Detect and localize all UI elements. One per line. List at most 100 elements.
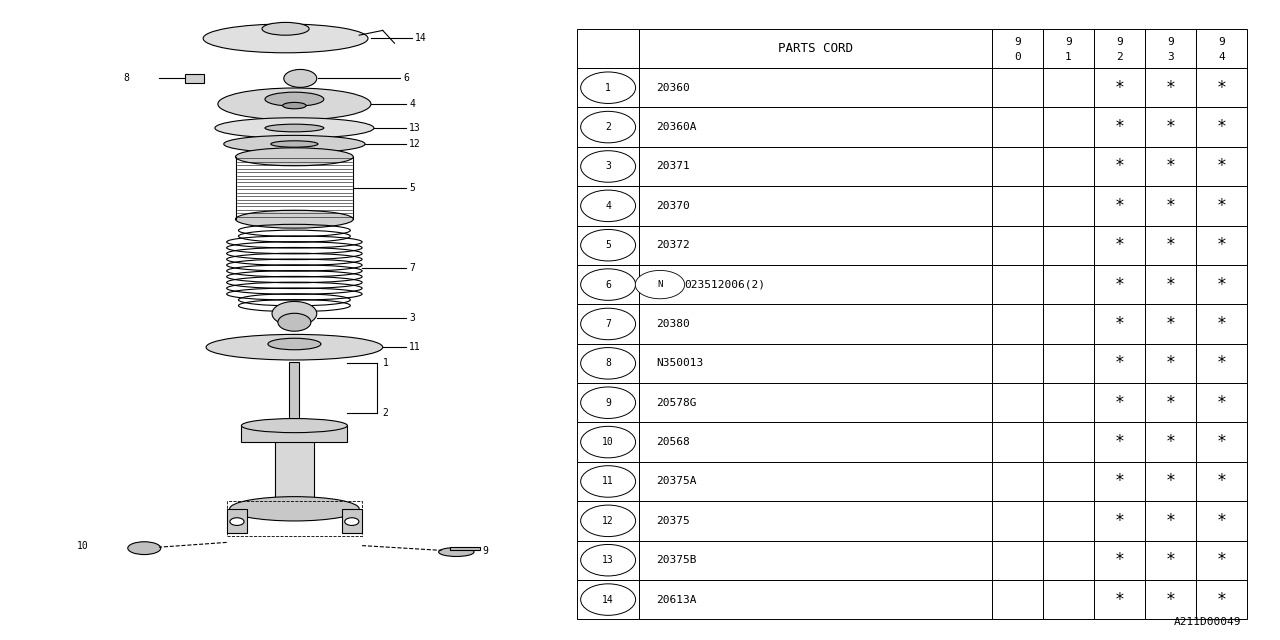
Bar — [1094, 304, 1146, 344]
Bar — [639, 580, 992, 620]
Text: *: * — [1217, 472, 1228, 490]
Circle shape — [581, 505, 636, 536]
Text: *: * — [1217, 355, 1228, 372]
Circle shape — [581, 72, 636, 104]
Text: *: * — [1115, 512, 1125, 530]
Bar — [1094, 68, 1146, 108]
Text: N350013: N350013 — [657, 358, 704, 369]
Text: 9: 9 — [1219, 36, 1225, 47]
Ellipse shape — [218, 88, 371, 120]
Text: *: * — [1115, 472, 1125, 490]
Bar — [577, 225, 639, 265]
Circle shape — [581, 387, 636, 419]
Bar — [577, 29, 639, 68]
Bar — [992, 147, 1043, 186]
Bar — [1043, 383, 1094, 422]
Text: *: * — [1166, 236, 1176, 254]
Text: 2: 2 — [383, 408, 389, 418]
Bar — [1146, 147, 1197, 186]
Bar — [639, 304, 992, 344]
Bar — [577, 147, 639, 186]
Text: *: * — [1166, 197, 1176, 215]
Bar — [1146, 225, 1197, 265]
Bar — [1146, 265, 1197, 304]
Text: 20372: 20372 — [657, 240, 690, 250]
Ellipse shape — [265, 92, 324, 106]
Circle shape — [581, 308, 636, 340]
Text: 20375A: 20375A — [657, 476, 698, 486]
Text: 20371: 20371 — [657, 161, 690, 172]
Ellipse shape — [236, 210, 353, 228]
Text: *: * — [1166, 551, 1176, 569]
Text: *: * — [1217, 79, 1228, 97]
Bar — [639, 147, 992, 186]
Bar — [1197, 344, 1248, 383]
Text: 11: 11 — [603, 476, 614, 486]
Bar — [1197, 186, 1248, 225]
Bar — [1146, 108, 1197, 147]
Bar — [1043, 186, 1094, 225]
Text: 1: 1 — [1065, 52, 1071, 62]
Bar — [1043, 108, 1094, 147]
Bar — [639, 108, 992, 147]
Text: *: * — [1115, 591, 1125, 609]
Bar — [1146, 462, 1197, 501]
Bar — [289, 362, 300, 421]
Text: *: * — [1217, 551, 1228, 569]
Bar — [639, 501, 992, 541]
Text: 14: 14 — [603, 595, 614, 605]
Text: *: * — [1115, 157, 1125, 175]
Text: *: * — [1115, 394, 1125, 412]
Bar — [1094, 265, 1146, 304]
Text: *: * — [1115, 197, 1125, 215]
Bar — [992, 422, 1043, 462]
Bar — [577, 108, 639, 147]
Text: *: * — [1166, 157, 1176, 175]
Bar — [992, 462, 1043, 501]
Bar — [577, 265, 639, 304]
Bar — [1146, 422, 1197, 462]
Text: 023512006(2): 023512006(2) — [685, 280, 765, 289]
Bar — [992, 108, 1043, 147]
Bar — [992, 541, 1043, 580]
Text: 13: 13 — [603, 556, 614, 565]
Text: *: * — [1166, 394, 1176, 412]
Ellipse shape — [284, 69, 316, 87]
Text: 9: 9 — [1167, 36, 1174, 47]
Text: 20375: 20375 — [657, 516, 690, 526]
Ellipse shape — [215, 118, 374, 138]
Text: 9: 9 — [483, 547, 489, 556]
Text: *: * — [1217, 433, 1228, 451]
Text: 20380: 20380 — [657, 319, 690, 329]
Text: 1: 1 — [383, 358, 389, 368]
Text: 20578G: 20578G — [657, 397, 698, 408]
Text: 9: 9 — [1116, 36, 1123, 47]
Bar — [639, 68, 992, 108]
Ellipse shape — [128, 541, 161, 554]
Bar — [1146, 541, 1197, 580]
Bar — [639, 344, 992, 383]
Bar — [451, 547, 480, 550]
Bar — [1043, 580, 1094, 620]
Bar — [639, 225, 992, 265]
Bar — [1146, 501, 1197, 541]
Text: 9: 9 — [1014, 36, 1020, 47]
Text: *: * — [1166, 472, 1176, 490]
Text: 3: 3 — [1167, 52, 1174, 62]
Ellipse shape — [229, 497, 360, 521]
Text: 9: 9 — [605, 397, 611, 408]
Text: 3: 3 — [410, 314, 415, 323]
Circle shape — [581, 426, 636, 458]
Bar — [992, 501, 1043, 541]
Bar — [577, 580, 639, 620]
Text: *: * — [1115, 118, 1125, 136]
Bar — [1197, 541, 1248, 580]
Ellipse shape — [236, 148, 353, 166]
Ellipse shape — [206, 334, 383, 360]
Bar — [577, 541, 639, 580]
Text: 4: 4 — [605, 201, 611, 211]
Bar — [1094, 147, 1146, 186]
Text: *: * — [1166, 315, 1176, 333]
Text: 12: 12 — [410, 139, 421, 149]
Bar — [227, 500, 362, 536]
